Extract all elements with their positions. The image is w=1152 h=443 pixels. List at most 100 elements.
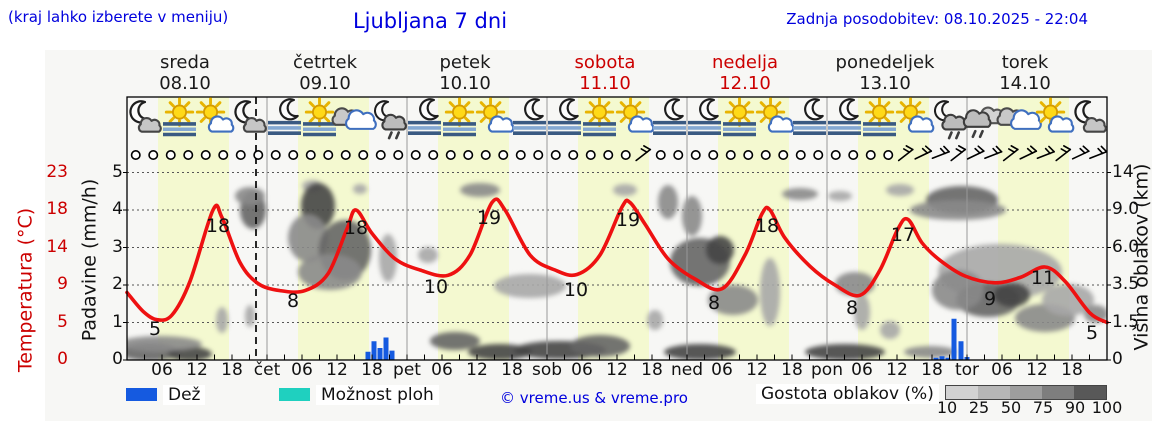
hour-label: 06 <box>571 360 593 381</box>
wind-calm-icon <box>165 150 176 161</box>
wind-calm-icon <box>813 150 824 161</box>
moon-cloud-icon <box>234 100 267 133</box>
day-name: torek <box>1001 51 1049 73</box>
day-name: petek <box>439 51 491 73</box>
moon-fog-icon <box>652 98 687 135</box>
wind-barb-icon <box>635 145 652 162</box>
sun-cloud-icon <box>895 97 935 133</box>
copyright-link[interactable]: © vreme.us & vreme.pro <box>500 389 688 407</box>
hour-label: 12 <box>746 360 768 381</box>
day-name: nedelja <box>711 51 779 73</box>
rain-axis-tick: 0 <box>112 349 123 370</box>
hour-label: 18 <box>361 360 383 381</box>
temp-value-label: 8 <box>707 292 721 315</box>
wind-calm-icon <box>218 150 229 161</box>
day-date: 08.10 <box>159 72 211 94</box>
wind-calm-icon <box>830 150 841 161</box>
hour-label: 18 <box>921 360 943 381</box>
wind-calm-icon <box>428 150 439 161</box>
temp-value-label: 19 <box>476 207 502 230</box>
density-tick: 90 <box>1064 398 1086 418</box>
wind-calm-icon <box>358 150 369 161</box>
temp-axis-tick: 18 <box>46 199 68 220</box>
temp-value-label: 5 <box>1085 322 1099 345</box>
temp-axis-tick: 0 <box>57 349 68 370</box>
cloud-height-axis-tick: 6.0 <box>1112 236 1140 257</box>
hour-label: 06 <box>711 360 733 381</box>
clouds-icon <box>331 107 377 130</box>
wind-calm-icon <box>410 150 421 161</box>
temperature-axis-title: Temperatura (°C) <box>14 207 37 373</box>
wind-calm-icon <box>183 150 194 161</box>
wind-calm-icon <box>778 150 789 161</box>
wind-calm-icon <box>708 150 719 161</box>
hour-label: 12 <box>886 360 908 381</box>
density-tick: 75 <box>1032 398 1054 418</box>
wind-calm-icon <box>340 150 351 161</box>
wind-calm-icon <box>200 150 211 161</box>
showers-legend-swatch <box>279 388 310 401</box>
wind-calm-icon <box>848 150 859 161</box>
hour-label: 18 <box>221 360 243 381</box>
wind-calm-icon <box>690 150 701 161</box>
hour-label: 18 <box>501 360 523 381</box>
temp-value-label: 18 <box>754 215 780 238</box>
moon-rain-icon <box>934 100 967 140</box>
wind-calm-icon <box>235 150 246 161</box>
wind-calm-icon <box>760 150 771 161</box>
wind-calm-icon <box>865 150 876 161</box>
wind-calm-icon <box>393 150 404 161</box>
wind-calm-icon <box>253 150 264 161</box>
wind-calm-icon <box>743 150 754 161</box>
wind-calm-icon <box>585 150 596 161</box>
moon-cloud-icon <box>1074 100 1107 133</box>
moon-fog-icon <box>827 98 862 135</box>
hour-label: 06 <box>151 360 173 381</box>
hour-label: 18 <box>781 360 803 381</box>
moon-fog-icon <box>407 98 442 135</box>
hour-label: 12 <box>186 360 208 381</box>
day-abbr-label: sob <box>531 360 563 381</box>
day-date: 14.10 <box>999 72 1051 94</box>
day-abbr-label: tor <box>954 360 980 381</box>
day-name: sobota <box>574 51 636 73</box>
temp-value-label: 19 <box>615 209 641 232</box>
temp-value-label: 18 <box>343 217 369 240</box>
wind-calm-icon <box>480 150 491 161</box>
day-abbr-label: pet <box>393 360 421 381</box>
hour-label: 18 <box>641 360 663 381</box>
wind-calm-icon <box>883 150 894 161</box>
rain-legend-label: Dež <box>163 385 206 405</box>
wind-barb-icon <box>1019 145 1038 160</box>
moon-fog-icon <box>512 98 547 135</box>
day-abbr-label: pon <box>811 360 843 381</box>
wind-calm-icon <box>270 150 281 161</box>
page-title: Ljubljana 7 dni <box>352 9 508 33</box>
temp-axis-tick: 14 <box>46 236 68 257</box>
moon-cloud-icon <box>129 100 162 133</box>
sun-fog-icon <box>582 97 617 137</box>
moon-fog-icon <box>267 98 302 135</box>
rain-axis-tick: 3 <box>112 236 123 257</box>
wind-barb-icon <box>984 145 1003 160</box>
wind-calm-icon <box>288 150 299 161</box>
cloud-height-axis-tick: 1.5 <box>1112 311 1140 332</box>
showers-legend-label: Možnost ploh <box>316 385 439 405</box>
day-date: 11.10 <box>579 72 631 94</box>
day-date: 09.10 <box>299 72 351 94</box>
hour-label: 06 <box>431 360 453 381</box>
rain-axis-tick: 1 <box>112 311 123 332</box>
rain-axis-tick: 4 <box>112 199 123 220</box>
density-scale-segment <box>1074 386 1106 399</box>
hour-label: 12 <box>326 360 348 381</box>
wind-calm-icon <box>568 150 579 161</box>
density-scale-segment <box>1042 386 1074 399</box>
wind-calm-icon <box>498 150 509 161</box>
cloud-height-axis-tick: 14 <box>1112 161 1134 182</box>
temp-value-label: 10 <box>423 276 449 299</box>
hour-label: 06 <box>291 360 313 381</box>
chart-frame <box>126 96 1108 361</box>
day-date: 12.10 <box>719 72 771 94</box>
